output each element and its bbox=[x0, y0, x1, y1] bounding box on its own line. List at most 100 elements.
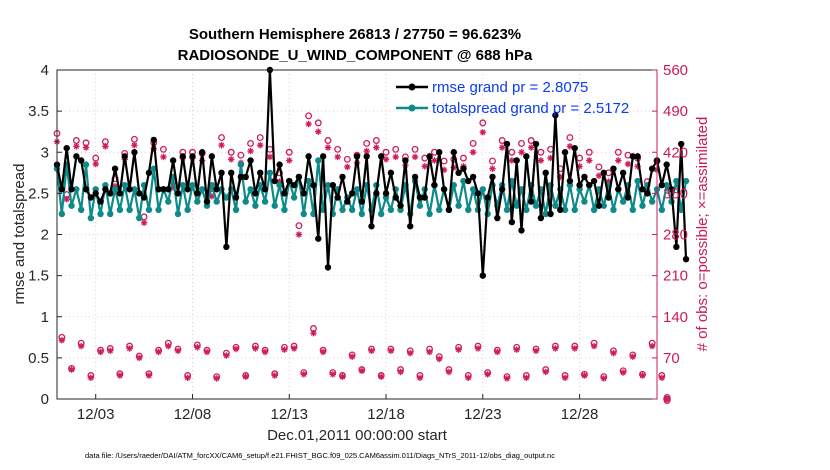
y-tick-label-left: 1 bbox=[41, 309, 49, 326]
rmse-point bbox=[223, 243, 230, 251]
obs-possible-marker bbox=[489, 157, 496, 165]
obs-assimilated-marker bbox=[358, 367, 366, 374]
totalspread-point bbox=[194, 198, 201, 205]
rmse-point bbox=[276, 161, 283, 168]
obs-assimilated-stroke bbox=[475, 345, 481, 352]
rmse-point bbox=[648, 165, 656, 172]
obs-assimilated-marker bbox=[116, 372, 124, 379]
rmse-point bbox=[247, 157, 254, 164]
obs-assimilated-marker bbox=[537, 157, 545, 164]
obs-assimilated-marker bbox=[271, 372, 278, 379]
obs-possible-marker bbox=[256, 134, 264, 142]
obs-assimilated-marker bbox=[392, 153, 399, 161]
totalspread-point bbox=[97, 210, 104, 218]
obs-possible-marker bbox=[527, 137, 535, 144]
rmse-point bbox=[136, 190, 143, 197]
x-tick-label: 12/18 bbox=[367, 406, 405, 423]
obs-assimilated-stroke bbox=[204, 349, 210, 355]
rmse-point bbox=[82, 186, 90, 193]
rmse-point bbox=[334, 194, 341, 201]
totalspread-point bbox=[648, 198, 656, 205]
totalspread-point bbox=[503, 206, 511, 214]
obs-possible-marker bbox=[72, 137, 80, 144]
totalspread-point bbox=[634, 177, 641, 185]
rmse-point bbox=[460, 165, 467, 172]
totalspread-point bbox=[223, 194, 230, 201]
rmse-point bbox=[498, 186, 506, 193]
obs-assimilated-stroke bbox=[68, 366, 75, 373]
rmse-point bbox=[324, 264, 332, 271]
totalspread-point bbox=[358, 210, 366, 218]
obs-assimilated-stroke bbox=[243, 373, 249, 380]
y-tick-label-right: 210 bbox=[663, 268, 688, 285]
y-axis-label-right: # of obs: o=possible; ×=assimilated bbox=[694, 117, 711, 352]
totalspread-point bbox=[237, 161, 245, 168]
obs-assimilated-stroke bbox=[184, 375, 191, 381]
obs-possible-marker bbox=[469, 139, 477, 147]
totalspread-point bbox=[436, 206, 443, 214]
obs-assimilated-stroke bbox=[552, 345, 559, 352]
obs-assimilated-stroke bbox=[334, 154, 341, 160]
obs-possible-marker bbox=[460, 154, 467, 162]
totalspread-point bbox=[469, 186, 477, 193]
obs-assimilated-marker bbox=[484, 371, 491, 378]
obs-assimilated-stroke bbox=[247, 148, 254, 154]
legend-spread-marker bbox=[408, 104, 416, 112]
totalspread-point bbox=[252, 202, 259, 209]
rmse-point bbox=[663, 161, 670, 168]
totalspread-point bbox=[116, 206, 124, 214]
totalspread-point bbox=[339, 206, 346, 214]
obs-assimilated-marker bbox=[590, 342, 598, 350]
rmse-point bbox=[315, 235, 322, 242]
rmse-point bbox=[368, 223, 375, 230]
totalspread-point bbox=[581, 198, 588, 205]
obs-possible-marker bbox=[411, 145, 419, 153]
obs-assimilated-stroke bbox=[499, 144, 505, 151]
obs-assimilated-stroke bbox=[218, 142, 225, 148]
obs-assimilated-stroke bbox=[533, 348, 539, 354]
rmse-point bbox=[155, 186, 162, 193]
obs-assimilated-marker bbox=[629, 353, 637, 360]
obs-assimilated-marker bbox=[203, 348, 211, 356]
rmse-point bbox=[165, 186, 172, 193]
obs-assimilated-stroke bbox=[426, 349, 433, 355]
obs-assimilated-stroke bbox=[572, 345, 578, 352]
rmse-point bbox=[140, 194, 148, 201]
obs-assimilated-stroke bbox=[339, 373, 346, 380]
rmse-point bbox=[203, 198, 211, 205]
obs-assimilated-stroke bbox=[601, 375, 607, 382]
obs-assimilated-marker bbox=[639, 372, 646, 379]
obs-assimilated-marker bbox=[421, 163, 428, 170]
rmse-point bbox=[629, 153, 637, 160]
obs-assimilated-stroke bbox=[528, 144, 534, 151]
obs-assimilated-marker bbox=[648, 342, 656, 350]
rmse-point bbox=[557, 206, 564, 214]
rmse-point bbox=[329, 181, 337, 189]
totalspread-point bbox=[111, 186, 119, 193]
obs-assimilated-marker bbox=[373, 144, 380, 151]
x-axis-label: Dec.01,2011 00:00:00 start bbox=[267, 427, 448, 444]
totalspread-point bbox=[513, 202, 520, 209]
totalspread-point bbox=[82, 161, 90, 168]
obs-assimilated-marker bbox=[232, 345, 240, 353]
obs-assimilated-stroke bbox=[325, 144, 331, 151]
obs-assimilated-marker bbox=[242, 373, 249, 380]
obs-assimilated-marker bbox=[518, 149, 525, 156]
x-tick-label: 12/23 bbox=[464, 406, 502, 423]
obs-assimilated-stroke bbox=[83, 144, 89, 151]
totalspread-point bbox=[266, 169, 274, 177]
obs-assimilated-marker bbox=[305, 120, 312, 128]
obs-assimilated-stroke bbox=[649, 343, 655, 349]
obs-assimilated-marker bbox=[97, 348, 104, 356]
obs-possible-marker bbox=[160, 145, 167, 153]
rmse-point bbox=[668, 186, 675, 193]
obs-assimilated-stroke bbox=[165, 343, 171, 349]
obs-assimilated-stroke bbox=[431, 157, 438, 164]
obs-possible-marker bbox=[324, 137, 332, 144]
obs-assimilated-marker bbox=[329, 371, 337, 378]
obs-assimilated-stroke bbox=[470, 149, 476, 155]
y-tick-label-right: 0 bbox=[663, 391, 671, 408]
rmse-point bbox=[179, 153, 187, 160]
rmse-point bbox=[527, 198, 535, 205]
grid bbox=[57, 69, 657, 400]
